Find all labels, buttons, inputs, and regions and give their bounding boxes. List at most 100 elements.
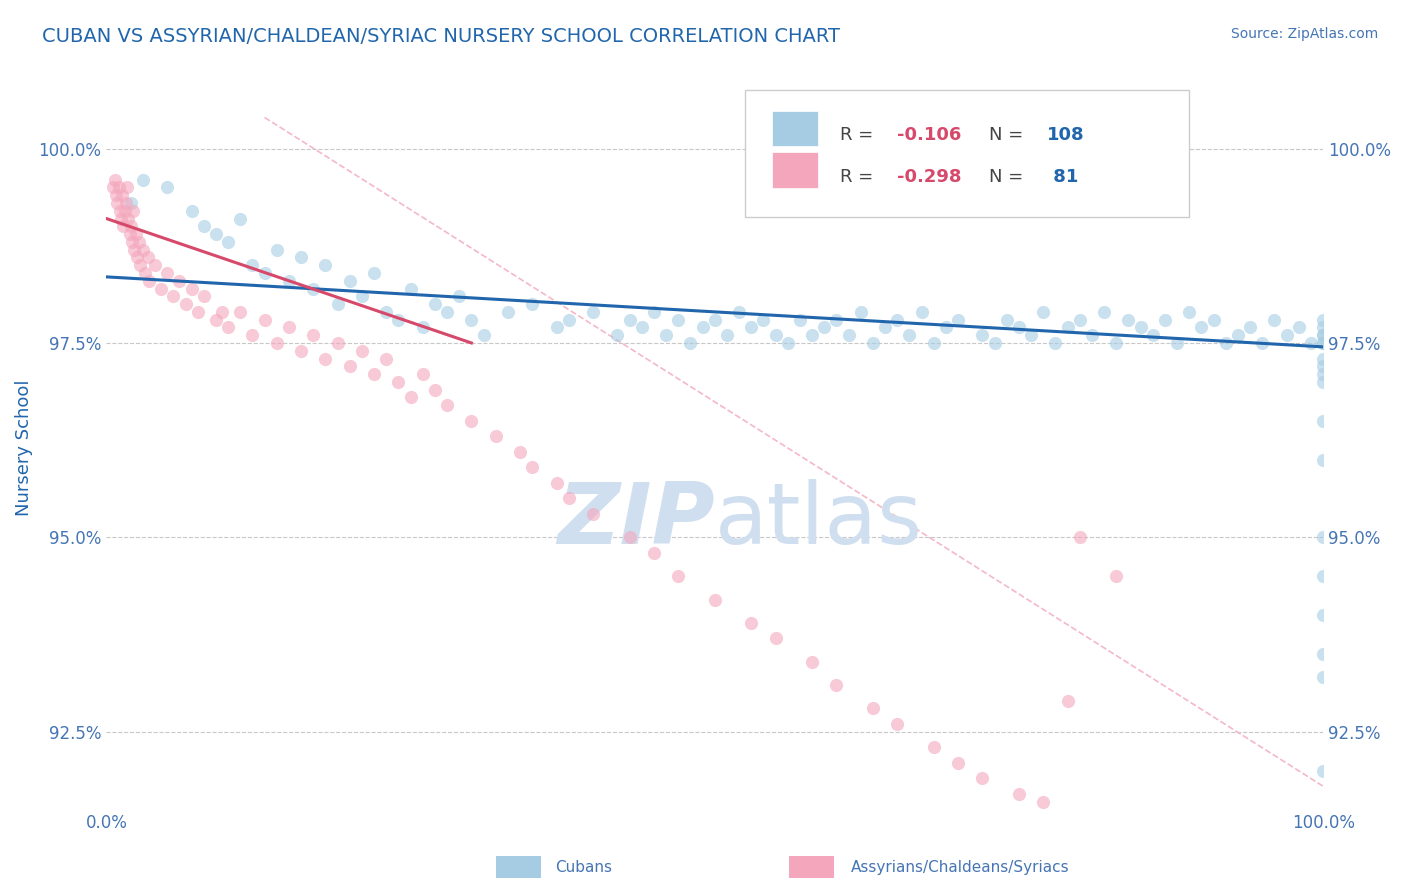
Point xyxy=(1312,328,1334,343)
Point xyxy=(1019,328,1042,343)
Point xyxy=(1288,320,1310,334)
Point xyxy=(606,328,628,343)
Point xyxy=(1312,414,1334,428)
Point xyxy=(187,305,209,319)
Point xyxy=(156,180,179,194)
Point xyxy=(1275,328,1298,343)
Point xyxy=(132,243,155,257)
Point xyxy=(1312,335,1334,350)
Point xyxy=(302,328,325,343)
Point xyxy=(363,367,385,381)
Point xyxy=(728,305,751,319)
Point xyxy=(1056,694,1078,708)
Point xyxy=(375,351,398,366)
Point xyxy=(266,335,288,350)
Point xyxy=(387,375,409,389)
Point xyxy=(205,227,228,241)
Point xyxy=(121,235,143,249)
Point xyxy=(1226,328,1249,343)
Text: atlas: atlas xyxy=(714,479,922,562)
Point xyxy=(485,429,508,443)
Point xyxy=(509,445,531,459)
Point xyxy=(849,305,872,319)
Point xyxy=(460,312,482,326)
Point xyxy=(1312,670,1334,684)
Bar xyxy=(772,111,818,146)
Point xyxy=(1312,647,1334,661)
Point xyxy=(801,655,824,669)
Point xyxy=(1312,320,1334,334)
Point xyxy=(995,312,1018,326)
Point xyxy=(162,289,184,303)
Point xyxy=(582,305,605,319)
Point xyxy=(180,281,202,295)
Point xyxy=(136,251,159,265)
Point xyxy=(1239,320,1261,334)
Point xyxy=(1312,530,1334,544)
Point xyxy=(752,312,775,326)
Point xyxy=(1154,312,1177,326)
Point xyxy=(740,320,762,334)
Point xyxy=(1312,452,1334,467)
Text: R =: R = xyxy=(841,168,879,186)
Point xyxy=(1056,320,1078,334)
Point xyxy=(666,312,689,326)
Point xyxy=(112,219,135,234)
Point xyxy=(350,289,373,303)
Point xyxy=(253,312,276,326)
Point xyxy=(205,312,228,326)
Point xyxy=(679,335,702,350)
Point xyxy=(886,717,908,731)
Point xyxy=(875,320,897,334)
Point xyxy=(765,328,787,343)
Text: CUBAN VS ASSYRIAN/CHALDEAN/SYRIAC NURSERY SCHOOL CORRELATION CHART: CUBAN VS ASSYRIAN/CHALDEAN/SYRIAC NURSER… xyxy=(42,27,841,45)
Point xyxy=(1263,312,1285,326)
Text: Assyrians/Chaldeans/Syriacs: Assyrians/Chaldeans/Syriacs xyxy=(851,860,1069,874)
Point xyxy=(692,320,714,334)
Point xyxy=(643,546,665,560)
Point xyxy=(1202,312,1225,326)
Point xyxy=(108,203,131,218)
Point xyxy=(375,305,398,319)
Point xyxy=(277,320,299,334)
Point xyxy=(124,243,146,257)
Point xyxy=(946,312,969,326)
Point xyxy=(935,320,957,334)
Point xyxy=(886,312,908,326)
Text: N =: N = xyxy=(988,126,1029,144)
Point xyxy=(825,312,848,326)
Text: ZIP: ZIP xyxy=(557,479,714,562)
Point xyxy=(290,251,312,265)
Point xyxy=(1069,530,1091,544)
Point xyxy=(326,297,349,311)
Point xyxy=(972,328,994,343)
Point xyxy=(862,335,884,350)
Point xyxy=(1312,335,1334,350)
Point xyxy=(1166,335,1188,350)
Point xyxy=(1105,335,1128,350)
Point xyxy=(132,172,155,186)
Point xyxy=(558,491,581,506)
Point xyxy=(1312,569,1334,583)
Point xyxy=(460,414,482,428)
Point xyxy=(120,196,142,211)
Point xyxy=(1312,367,1334,381)
Point xyxy=(582,507,605,521)
Point xyxy=(1191,320,1213,334)
Point xyxy=(666,569,689,583)
Point xyxy=(1299,335,1322,350)
Text: Source: ZipAtlas.com: Source: ZipAtlas.com xyxy=(1230,27,1378,41)
Point xyxy=(114,203,136,218)
Point xyxy=(1312,351,1334,366)
Point xyxy=(174,297,197,311)
Point xyxy=(150,281,173,295)
Point xyxy=(1129,320,1152,334)
Point xyxy=(655,328,678,343)
Point xyxy=(946,756,969,770)
Point xyxy=(1251,335,1274,350)
Point xyxy=(242,328,264,343)
Point xyxy=(1312,328,1334,343)
Text: Cubans: Cubans xyxy=(555,860,613,874)
Point xyxy=(703,312,725,326)
Text: -0.298: -0.298 xyxy=(897,168,962,186)
